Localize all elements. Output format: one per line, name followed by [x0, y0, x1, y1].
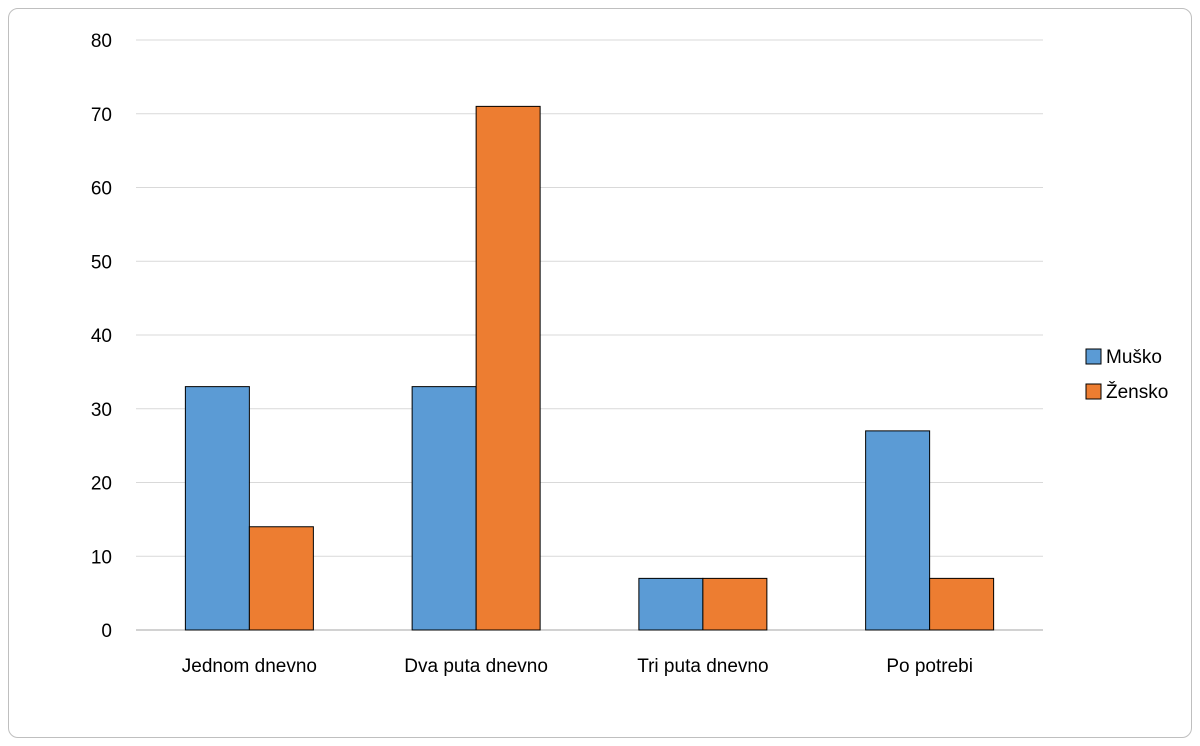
bar-musko [184, 386, 250, 631]
y-tick-label: 70 [91, 105, 112, 126]
legend-label: Muško [1106, 347, 1162, 368]
legend: Muško Žensko [1085, 347, 1168, 403]
y-tick-label: 30 [91, 400, 112, 421]
bar-musko [411, 386, 477, 631]
y-tick-label: 40 [91, 326, 112, 347]
legend-swatch [1085, 383, 1102, 400]
y-tick-label: 0 [101, 621, 112, 642]
bars [184, 105, 995, 631]
bar-zensko [929, 577, 995, 631]
x-category-label: Jednom dnevno [182, 656, 317, 677]
y-tick-label: 20 [91, 474, 112, 495]
y-tick-label: 10 [91, 547, 112, 568]
x-axis-labels: Jednom dnevno Dva puta dnevno Tri puta dne… [182, 656, 973, 677]
legend-swatch [1085, 348, 1102, 365]
bar-musko [638, 577, 704, 631]
bar-zensko [475, 105, 541, 631]
x-category-label: Dva puta dnevno [404, 656, 548, 677]
legend-label: Žensko [1106, 381, 1168, 403]
y-tick-label: 50 [91, 252, 112, 273]
bar-zensko [702, 577, 768, 631]
bar-musko [865, 430, 931, 631]
x-category-label: Tri puta dnevno [637, 656, 768, 677]
bar-zensko [248, 526, 314, 631]
y-axis-ticks: 0 10 20 30 40 50 60 70 80 [91, 31, 112, 642]
y-tick-label: 80 [91, 31, 112, 52]
x-category-label: Po potrebi [886, 656, 973, 677]
y-tick-label: 60 [91, 179, 112, 200]
